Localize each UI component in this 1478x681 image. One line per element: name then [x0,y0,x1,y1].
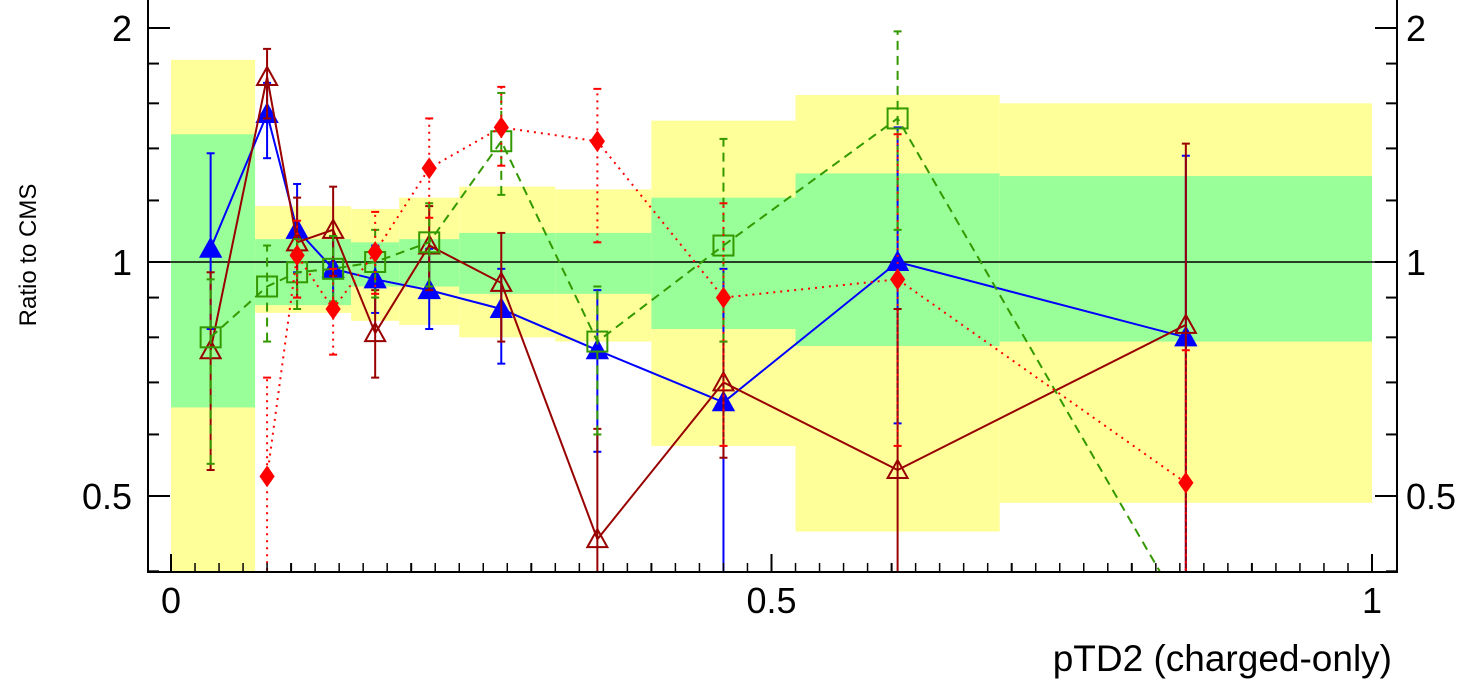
error-bar [263,47,272,120]
data-point [198,236,223,258]
error-bar [893,30,902,231]
x-axis-label: pTD2 (charged-only) [1053,638,1392,679]
y-tick-label-right: 1 [1406,242,1426,283]
data-point [886,107,909,130]
data-point [322,257,345,280]
data-point [489,270,513,292]
data-point [586,330,609,353]
error-bar [1181,142,1190,572]
data-point [1178,471,1194,494]
data-point [367,241,383,263]
data-point [325,298,341,320]
error-bar [293,219,302,299]
data-point [589,130,605,153]
data-point [259,465,275,488]
data-point [493,116,509,139]
x-tick-label: 0.5 [746,580,796,621]
inner-band-5 [555,232,652,294]
data-point [885,457,910,480]
error-bar [1181,349,1190,572]
data-point [1174,312,1198,334]
x-tick-label: 1 [1362,580,1382,621]
y-tick-label-right: 2 [1406,8,1426,49]
data-point [418,231,441,254]
error-bar [497,85,506,167]
data-point [421,157,437,180]
y-tick-label-left: 2 [112,8,132,49]
data-point [289,244,305,267]
error-bar [263,376,272,572]
data-series [198,30,1198,626]
data-point [255,64,279,86]
error-bar [293,238,302,311]
data-point [1176,606,1196,626]
y-axis-label: Ratio to CMS [15,184,42,327]
error-bar [719,202,728,447]
y-tick-label-right: 0.5 [1406,476,1456,517]
data-point [715,286,732,309]
data-point [711,370,736,392]
data-point [256,275,279,298]
error-bar [1182,607,1190,626]
inner-band-0 [171,134,256,408]
x-tick-label: 0 [161,580,181,621]
axes: 0 0.5 1 0.5 0.5 1 1 2 2 [82,8,1456,621]
data-point [889,268,906,291]
error-bar [206,278,215,465]
error-bar [593,87,602,244]
error-bar [371,210,380,295]
error-bar [593,285,602,436]
error-bar [497,231,506,343]
data-point [199,326,222,349]
series-3 [259,85,1194,572]
data-point [363,321,387,343]
y-tick-label-left: 0.5 [82,476,132,517]
data-point [585,527,610,549]
y-tick-label-left: 1 [112,242,132,283]
error-bar [263,244,272,343]
